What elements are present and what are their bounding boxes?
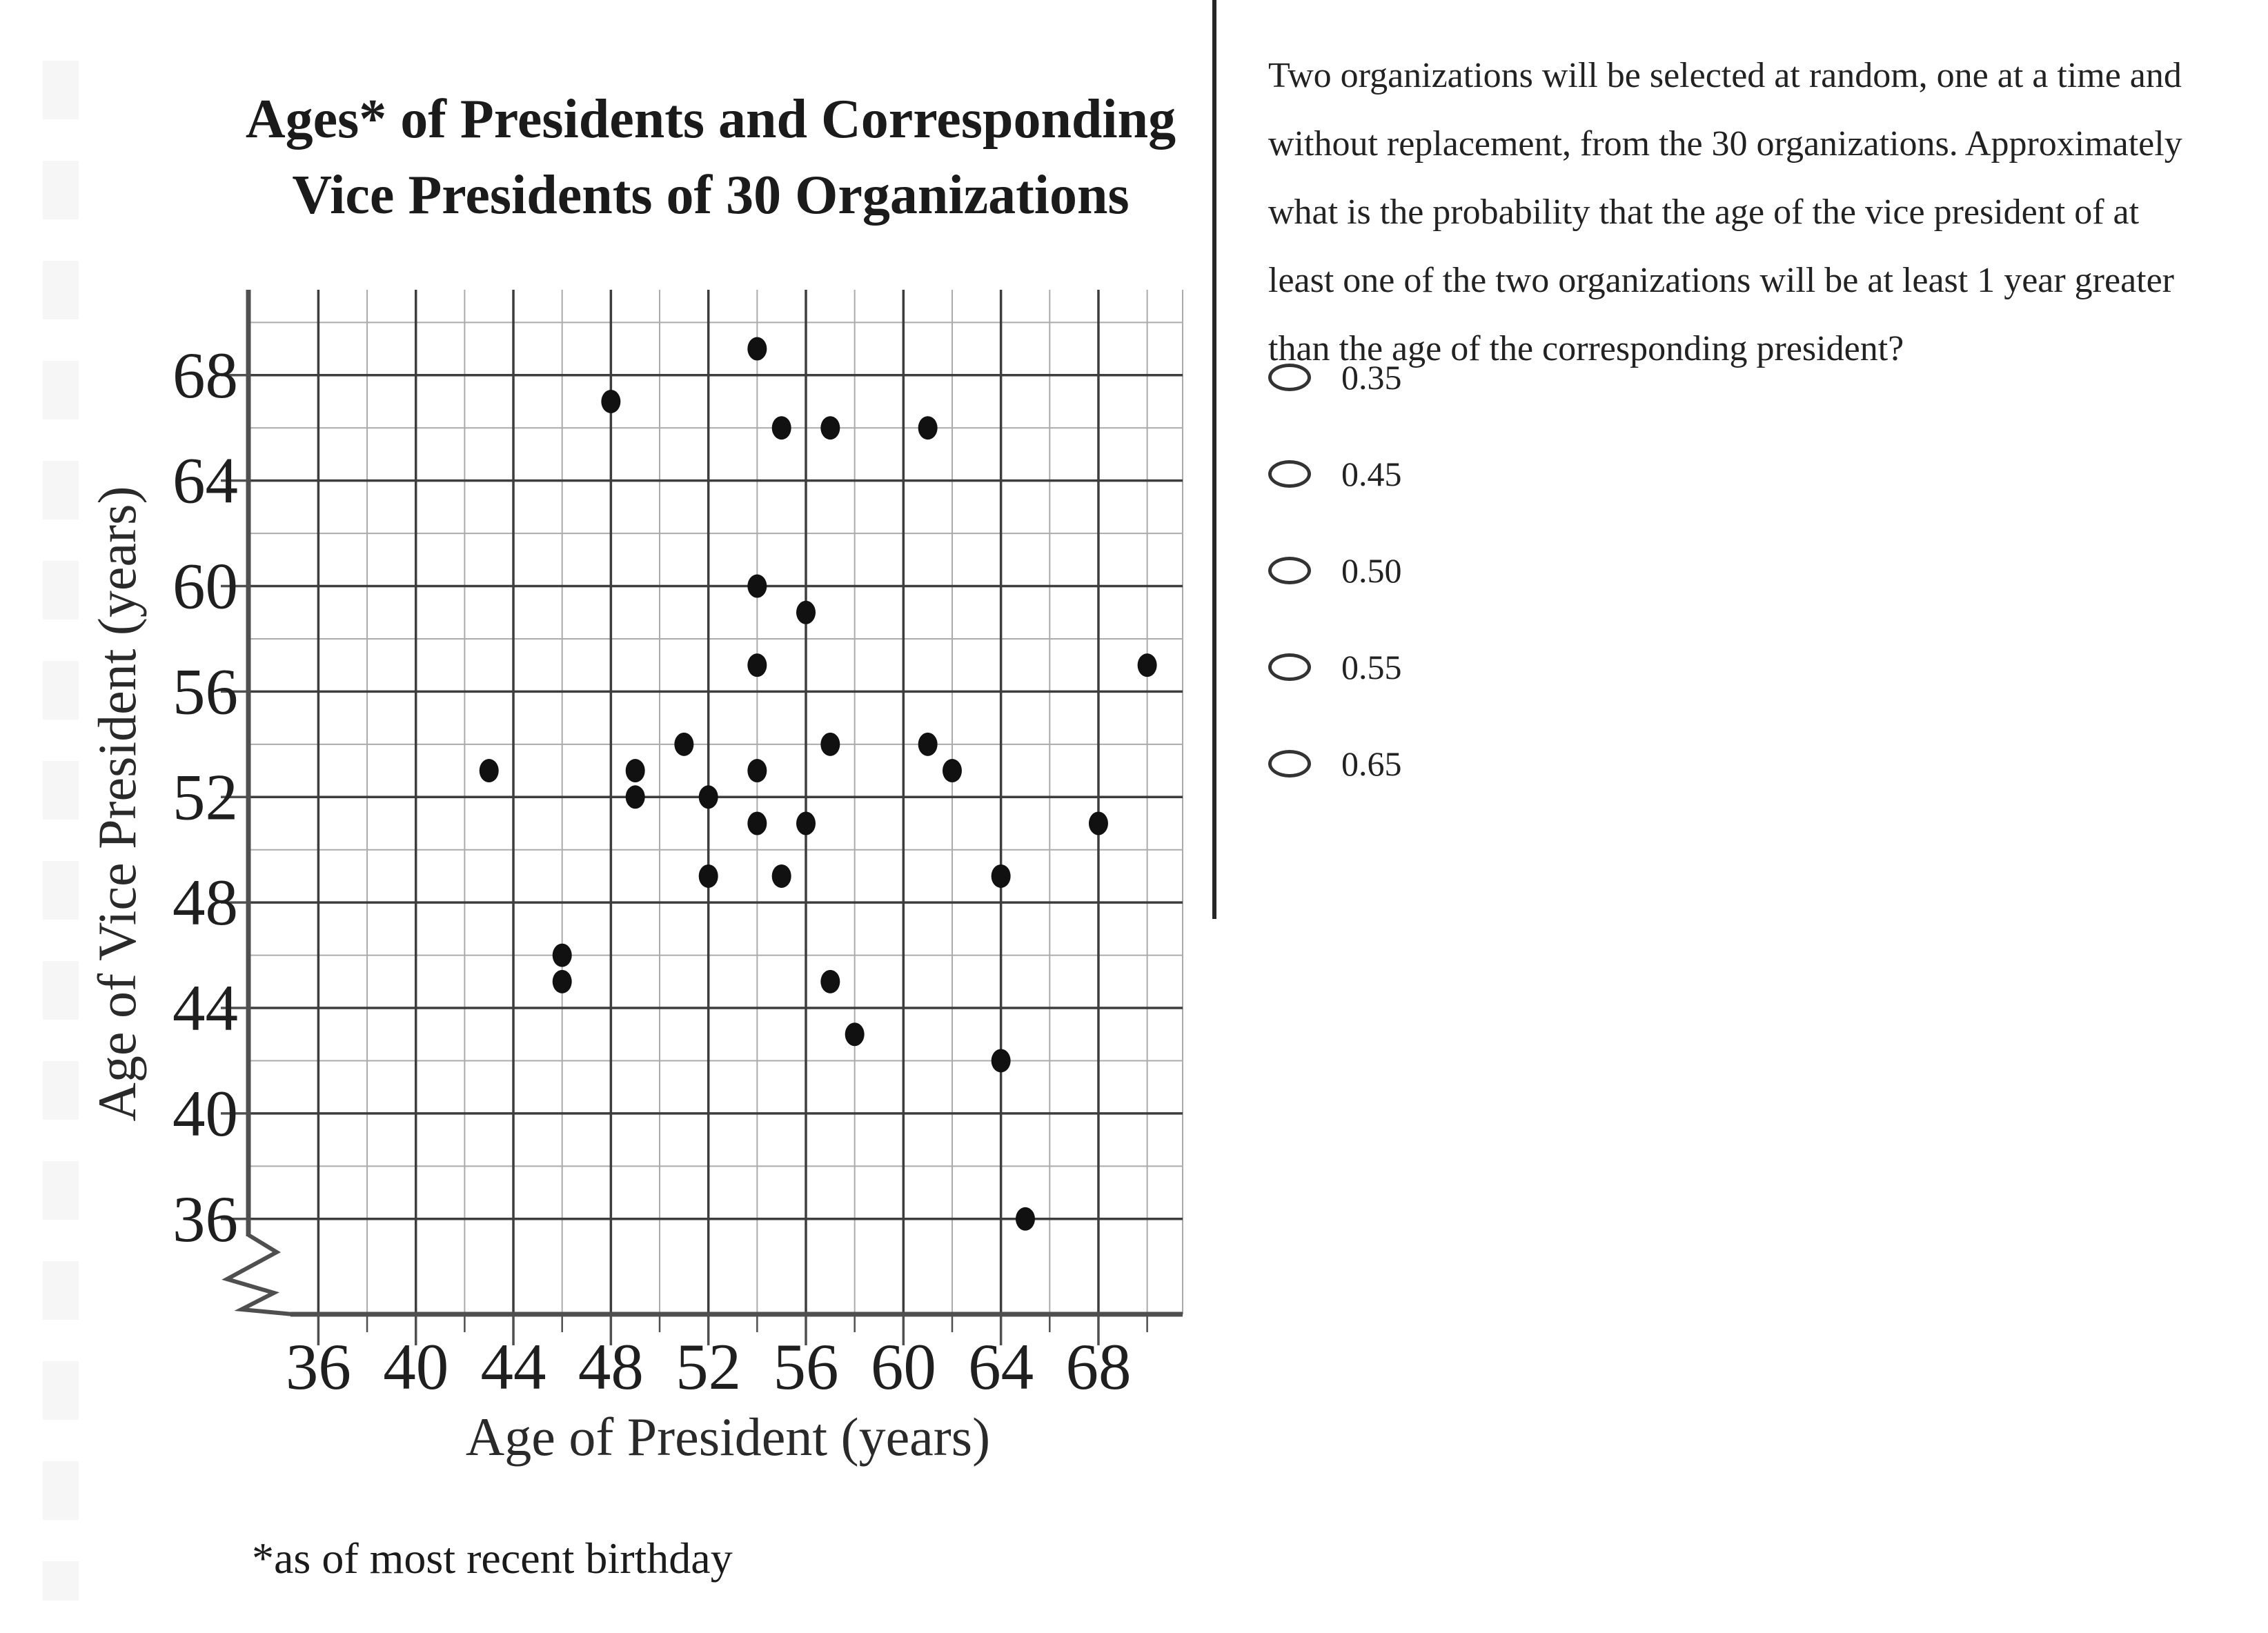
data-point <box>820 969 840 993</box>
y-tick-label: 40 <box>172 1077 238 1150</box>
y-tick-label: 68 <box>172 339 238 412</box>
video-edge-artifact <box>43 61 79 1601</box>
data-point <box>820 732 840 756</box>
answer-option-label: 0.55 <box>1341 648 1402 686</box>
panel-divider <box>1212 0 1216 919</box>
data-point <box>747 574 767 598</box>
chart-title: Ages* of Presidents and Corresponding Vi… <box>245 89 1176 226</box>
radio-button-icon[interactable] <box>1268 364 1311 391</box>
question-text: Two organizations will be selected at ra… <box>1268 56 2182 368</box>
radio-button-icon[interactable] <box>1268 460 1311 488</box>
data-point <box>698 785 718 809</box>
answer-option-label: 0.35 <box>1341 358 1402 397</box>
y-tick-label: 60 <box>172 550 238 623</box>
data-point <box>625 785 645 809</box>
data-point <box>771 864 791 888</box>
y-axis-title: Age of Vice President (years) <box>87 486 147 1122</box>
answer-option[interactable]: 0.65 <box>1268 715 1751 812</box>
answer-options-list: 0.35 0.45 0.50 0.55 0.65 <box>1268 329 1751 812</box>
data-point <box>698 864 718 888</box>
data-point <box>845 1022 865 1047</box>
y-tick-label: 64 <box>172 444 238 517</box>
x-tick-label: 36 <box>286 1330 351 1403</box>
y-tick-label: 44 <box>172 971 238 1045</box>
x-tick-label: 44 <box>481 1330 546 1403</box>
answer-option[interactable]: 0.50 <box>1268 522 1751 619</box>
data-point <box>747 759 767 783</box>
answer-option[interactable]: 0.35 <box>1268 329 1751 426</box>
data-point <box>552 943 572 967</box>
data-point <box>747 653 767 677</box>
data-point <box>771 416 791 440</box>
chart-footnote: *as of most recent birthday <box>252 1534 733 1583</box>
data-point <box>942 759 962 783</box>
x-tick-label: 56 <box>773 1330 839 1403</box>
x-tick-label: 52 <box>676 1330 741 1403</box>
data-point <box>991 1049 1011 1073</box>
data-point <box>479 759 499 783</box>
y-tick-label: 36 <box>172 1182 238 1256</box>
data-point <box>1015 1207 1035 1231</box>
radio-button-icon[interactable] <box>1268 557 1311 584</box>
data-point <box>1137 653 1157 677</box>
answer-option-label: 0.65 <box>1341 744 1402 783</box>
scatter-plot: 36 40 44 48 52 56 60 64 68 36 40 44 48 52 56 60 64 68 <box>172 290 1183 1403</box>
data-point <box>552 969 572 993</box>
data-point <box>747 337 767 361</box>
radio-button-icon[interactable] <box>1268 750 1311 778</box>
x-tick-label: 68 <box>1065 1330 1131 1403</box>
data-point <box>796 811 816 835</box>
data-point <box>1088 811 1108 835</box>
radio-button-icon[interactable] <box>1268 653 1311 681</box>
x-tick-label: 60 <box>871 1330 936 1403</box>
data-point <box>625 759 645 783</box>
data-point <box>918 416 938 440</box>
data-point <box>747 811 767 835</box>
x-axis-title: Age of President (years) <box>465 1407 991 1467</box>
y-tick-label: 48 <box>172 866 238 939</box>
data-point <box>601 389 621 413</box>
data-point <box>991 864 1011 888</box>
data-point <box>674 732 694 756</box>
data-point <box>918 732 938 756</box>
answer-option[interactable]: 0.55 <box>1268 619 1751 715</box>
data-point <box>796 600 816 624</box>
answer-option-label: 0.45 <box>1341 455 1402 493</box>
axis-break-zigzag <box>221 1233 293 1316</box>
answer-option[interactable]: 0.45 <box>1268 426 1751 522</box>
answer-option-label: 0.50 <box>1341 551 1402 590</box>
data-point <box>820 416 840 440</box>
y-tick-label: 52 <box>172 760 238 833</box>
x-tick-label: 48 <box>578 1330 644 1403</box>
x-tick-label: 64 <box>968 1330 1034 1403</box>
y-tick-label: 56 <box>172 655 238 728</box>
x-tick-label: 40 <box>383 1330 448 1403</box>
